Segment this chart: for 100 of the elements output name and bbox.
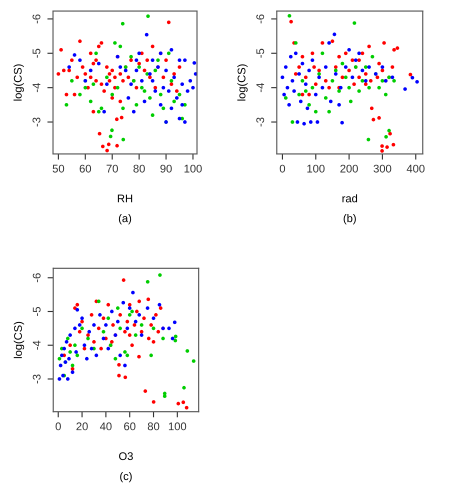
point: [178, 58, 182, 62]
point: [106, 346, 110, 350]
y-axis-title: log(CS): [237, 64, 248, 101]
point: [366, 138, 370, 142]
point: [102, 336, 106, 340]
point: [149, 354, 153, 358]
point: [99, 346, 103, 350]
point: [152, 326, 156, 330]
point: [134, 333, 138, 337]
point: [152, 340, 156, 344]
point: [314, 82, 318, 86]
x-tick-label: 90: [160, 164, 172, 173]
point: [75, 308, 80, 312]
point: [308, 120, 313, 124]
point: [102, 110, 106, 114]
point: [176, 402, 180, 406]
point: [121, 300, 126, 305]
x-tick-label: 70: [106, 164, 118, 173]
point: [74, 350, 78, 354]
point: [304, 82, 308, 86]
point: [161, 336, 165, 340]
point: [125, 354, 130, 358]
point: [377, 62, 381, 66]
point: [121, 106, 125, 110]
point: [392, 142, 396, 147]
point: [292, 89, 296, 93]
point: [94, 51, 98, 56]
point: [324, 96, 328, 100]
point: [142, 316, 146, 320]
point: [125, 326, 130, 330]
point: [110, 92, 114, 96]
point: [78, 92, 82, 96]
point: [156, 330, 160, 334]
point: [347, 48, 351, 52]
point: [370, 54, 374, 59]
point: [67, 356, 71, 361]
point: [58, 364, 62, 368]
text: (a): [118, 214, 132, 224]
point: [300, 92, 304, 96]
point: [347, 68, 351, 72]
point: [191, 86, 195, 90]
point: [324, 78, 328, 83]
point: [120, 22, 125, 26]
point: [288, 14, 292, 18]
point: [172, 320, 177, 324]
point: [388, 132, 392, 136]
x-tick-label: 50: [52, 164, 64, 173]
point: [314, 110, 318, 114]
x-tick-label: 60: [124, 422, 136, 430]
point: [104, 323, 108, 327]
point: [357, 58, 361, 62]
point: [344, 51, 348, 56]
point: [288, 54, 293, 59]
point: [380, 65, 384, 69]
point: [106, 302, 110, 307]
point: [384, 92, 388, 96]
point: [129, 54, 133, 59]
point: [357, 51, 361, 56]
point: [132, 323, 136, 327]
point: [344, 76, 348, 80]
point: [146, 306, 150, 310]
point: [170, 336, 174, 340]
point: [294, 72, 298, 76]
point: [117, 362, 121, 367]
point: [382, 41, 386, 45]
point: [150, 58, 154, 62]
text: (b): [344, 214, 356, 224]
point: [110, 128, 114, 132]
y-tick-label: -3: [256, 118, 264, 126]
point: [350, 58, 354, 62]
point: [70, 370, 74, 374]
point: [128, 313, 132, 317]
point: [140, 78, 144, 83]
point: [282, 92, 286, 96]
x-tick-label: 40: [100, 422, 112, 430]
point: [320, 41, 324, 45]
point: [78, 330, 82, 334]
point: [88, 100, 93, 104]
point: [294, 51, 298, 56]
point: [352, 21, 356, 25]
point: [116, 320, 120, 324]
point: [110, 340, 114, 344]
point: [337, 89, 341, 93]
point: [164, 68, 168, 72]
point: [134, 58, 138, 62]
point: [297, 72, 301, 76]
point: [367, 44, 371, 48]
point: [118, 326, 122, 330]
point: [70, 78, 74, 83]
point: [172, 100, 176, 104]
point: [137, 354, 141, 359]
point: [118, 65, 122, 69]
point: [118, 313, 122, 317]
point: [70, 364, 74, 368]
point: [304, 76, 308, 80]
point: [72, 53, 76, 57]
y-tick-label: -6: [32, 273, 41, 282]
point: [317, 72, 321, 76]
point: [380, 78, 384, 83]
point: [296, 120, 300, 124]
